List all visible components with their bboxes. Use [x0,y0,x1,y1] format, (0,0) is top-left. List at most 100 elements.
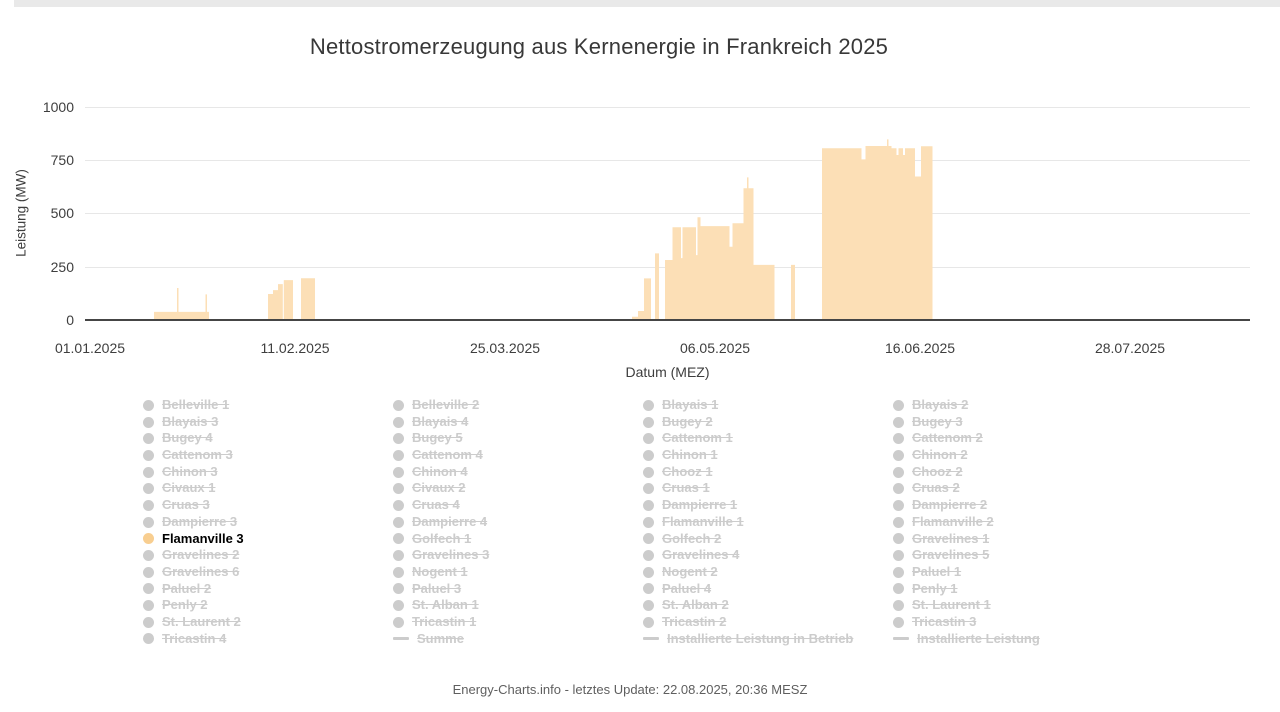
legend-item-bugey-2[interactable]: Bugey 2 [643,414,893,431]
legend-item-label: Blayais 2 [912,397,969,412]
dot-marker-icon [643,616,654,628]
legend-item-flamanville-2[interactable]: Flamanville 2 [893,514,1143,531]
legend-item-paluel-4[interactable]: Paluel 4 [643,581,893,598]
legend-item-penly-1[interactable]: Penly 1 [893,581,1143,598]
legend-item-st-alban-2[interactable]: St. Alban 2 [643,597,893,614]
legend-item-nogent-1[interactable]: Nogent 1 [393,564,643,581]
legend-item-nogent-2[interactable]: Nogent 2 [643,564,893,581]
dot-marker-icon [143,483,154,495]
legend-item-st-laurent-1[interactable]: St. Laurent 1 [893,597,1143,614]
legend-item-gravelines-2[interactable]: Gravelines 2 [143,547,393,564]
legend-item-chinon-1[interactable]: Chinon 1 [643,447,893,464]
gridline [85,213,1250,214]
legend-item-cruas-3[interactable]: Cruas 3 [143,497,393,514]
legend-item-label: Paluel 2 [162,580,212,596]
legend-item-paluel-1[interactable]: Paluel 1 [893,564,1143,581]
dot-marker-icon [393,600,404,612]
legend-item-gravelines-5[interactable]: Gravelines 5 [893,547,1143,564]
legend-item-tricastin-4[interactable]: Tricastin 4 [143,631,393,648]
line-marker-icon [893,637,909,641]
legend-item-dampierre-1[interactable]: Dampierre 1 [643,497,893,514]
dot-marker-icon [893,583,904,595]
legend-item-label: Tricastin 4 [162,630,227,646]
top-scrollbar[interactable] [14,0,1280,7]
dot-marker-icon [643,483,654,495]
legend-item-civaux-1[interactable]: Civaux 1 [143,480,393,497]
legend-item-bugey-4[interactable]: Bugey 4 [143,430,393,447]
legend-item-cruas-1[interactable]: Cruas 1 [643,480,893,497]
legend-item-tricastin-1[interactable]: Tricastin 1 [393,614,643,631]
legend-item-label: Summe [417,630,464,646]
legend-item-cattenom-4[interactable]: Cattenom 4 [393,447,643,464]
legend-item-blayais-3[interactable]: Blayais 3 [143,414,393,431]
legend-item-label: Gravelines 4 [662,547,740,563]
legend-item-installierte-leistung[interactable]: Installierte Leistung [893,631,1143,648]
dot-marker-icon [393,399,404,411]
legend-item-summe[interactable]: Summe [393,631,643,648]
legend-item-label: Blayais 3 [162,413,219,429]
legend-item-paluel-2[interactable]: Paluel 2 [143,581,393,598]
dot-marker-icon [893,483,904,495]
legend-item-belleville-2[interactable]: Belleville 2 [393,397,643,414]
legend-item-label: Golfech 1 [412,530,472,546]
legend-item-label: St. Alban 2 [662,597,729,613]
legend-item-blayais-2[interactable]: Blayais 2 [893,397,1143,414]
legend: Belleville 1 Blayais 3 Bugey 4 Cattenom 3 Ch… [143,397,1143,647]
legend-item-label: Dampierre 2 [912,497,988,513]
legend-item-label: Chinon 2 [912,447,968,463]
legend-item-paluel-3[interactable]: Paluel 3 [393,581,643,598]
legend-item-chinon-4[interactable]: Chinon 4 [393,464,643,481]
legend-item-chinon-2[interactable]: Chinon 2 [893,447,1143,464]
legend-item-cattenom-3[interactable]: Cattenom 3 [143,447,393,464]
legend-item-gravelines-3[interactable]: Gravelines 3 [393,547,643,564]
legend-item-bugey-5[interactable]: Bugey 5 [393,430,643,447]
legend-item-flamanville-1[interactable]: Flamanville 1 [643,514,893,531]
dot-marker-icon [143,416,154,428]
dot-marker-icon [893,516,904,528]
legend-item-blayais-4[interactable]: Blayais 4 [393,414,643,431]
legend-item-installierte-leistung-in-betrieb[interactable]: Installierte Leistung in Betrieb [643,631,893,648]
legend-column: Blayais 1 Bugey 2 Cattenom 1 Chinon 1 Chooz … [643,397,893,647]
dot-marker-icon [893,499,904,511]
legend-item-cruas-2[interactable]: Cruas 2 [893,480,1143,497]
legend-item-label: Gravelines 2 [162,547,240,563]
legend-item-golfech-1[interactable]: Golfech 1 [393,531,643,548]
dot-marker-icon [393,416,404,428]
legend-item-label: Bugey 5 [412,430,463,446]
legend-item-bugey-3[interactable]: Bugey 3 [893,414,1143,431]
legend-item-penly-2[interactable]: Penly 2 [143,597,393,614]
legend-item-tricastin-2[interactable]: Tricastin 2 [643,614,893,631]
legend-item-cattenom-2[interactable]: Cattenom 2 [893,430,1143,447]
legend-item-st-alban-1[interactable]: St. Alban 1 [393,597,643,614]
legend-item-st-laurent-2[interactable]: St. Laurent 2 [143,614,393,631]
legend-item-dampierre-3[interactable]: Dampierre 3 [143,514,393,531]
legend-item-belleville-1[interactable]: Belleville 1 [143,397,393,414]
x-tick-label: 01.01.2025 [54,340,126,356]
legend-item-gravelines-1[interactable]: Gravelines 1 [893,531,1143,548]
legend-item-chooz-1[interactable]: Chooz 1 [643,464,893,481]
dot-marker-icon [143,550,154,562]
legend-item-flamanville-3[interactable]: Flamanville 3 [143,531,393,548]
legend-item-civaux-2[interactable]: Civaux 2 [393,480,643,497]
legend-item-dampierre-2[interactable]: Dampierre 2 [893,497,1143,514]
series-area-flamanville-3[interactable] [154,139,933,320]
legend-item-blayais-1[interactable]: Blayais 1 [643,397,893,414]
legend-item-chooz-2[interactable]: Chooz 2 [893,464,1143,481]
legend-item-chinon-3[interactable]: Chinon 3 [143,464,393,481]
dot-marker-icon [893,449,904,461]
dot-marker-icon [393,566,404,578]
legend-item-label: Dampierre 1 [662,497,738,513]
footer-credit: Energy-Charts.info - letztes Update: 22.… [452,682,808,697]
legend-item-gravelines-4[interactable]: Gravelines 4 [643,547,893,564]
legend-item-golfech-2[interactable]: Golfech 2 [643,531,893,548]
dot-marker-icon [643,566,654,578]
legend-item-cruas-4[interactable]: Cruas 4 [393,497,643,514]
legend-item-dampierre-4[interactable]: Dampierre 4 [393,514,643,531]
legend-item-cattenom-1[interactable]: Cattenom 1 [643,430,893,447]
legend-item-label: Bugey 3 [912,413,963,429]
legend-item-gravelines-6[interactable]: Gravelines 6 [143,564,393,581]
dot-marker-icon [643,516,654,528]
legend-item-label: Paluel 3 [412,580,462,596]
legend-item-tricastin-3[interactable]: Tricastin 3 [893,614,1143,631]
